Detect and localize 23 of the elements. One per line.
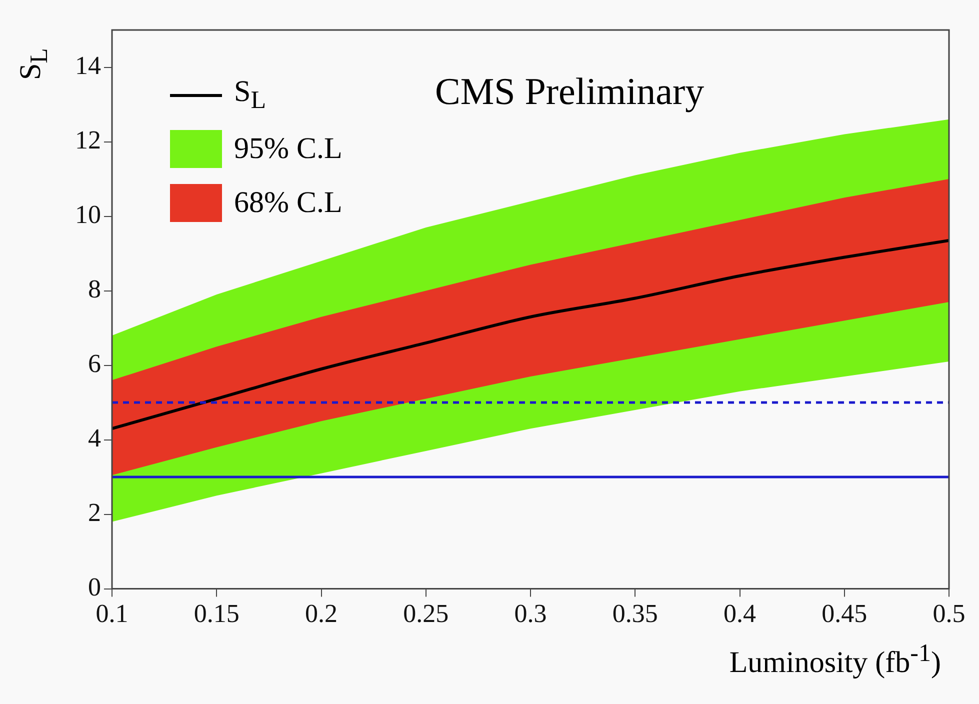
line-series bbox=[112, 238, 949, 430]
legend-label: 95% C.L bbox=[234, 132, 342, 166]
x-tick-label: 0.2 bbox=[305, 599, 338, 628]
y-tick-label: 8 bbox=[88, 274, 101, 304]
text: CMS Preliminary bbox=[435, 70, 704, 114]
x-axis-title: Luminosity (fb$^{-1}$) bbox=[729, 640, 941, 680]
x-tick-label: 0.15 bbox=[194, 599, 240, 628]
y-tick-label: 4 bbox=[88, 424, 101, 453]
y-tick-label: 6 bbox=[88, 349, 101, 378]
x-tick-label: 0.1 bbox=[96, 599, 128, 628]
x-tick-label: 0.45 bbox=[822, 599, 868, 628]
legend-label: 68% C.L bbox=[234, 186, 342, 220]
y-tick-label: 2 bbox=[88, 498, 101, 528]
y-tick-label: 14 bbox=[75, 51, 101, 80]
x-tick-label: 0.25 bbox=[403, 599, 449, 628]
x-tick-label: 0.4 bbox=[724, 599, 756, 628]
y-tick-label: 10 bbox=[75, 200, 101, 230]
x-tick-label: 0.5 bbox=[932, 599, 966, 628]
y-tick-label: 12 bbox=[75, 126, 101, 155]
x-tick-label: 0.3 bbox=[514, 599, 547, 628]
y-tick-label: 0 bbox=[88, 572, 101, 602]
x-tick-label: 0.35 bbox=[612, 599, 658, 628]
legend-label: S$_{L}$ bbox=[234, 75, 266, 115]
